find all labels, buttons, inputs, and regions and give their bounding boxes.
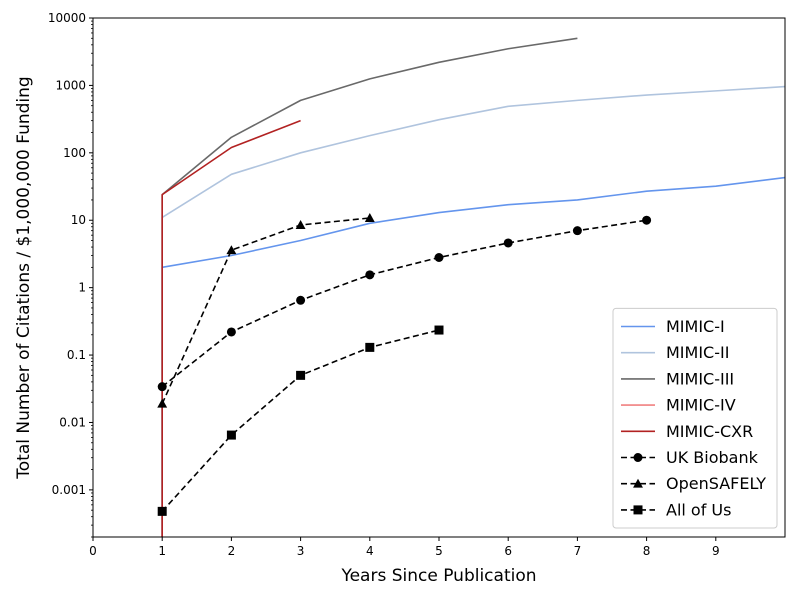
data-point-opensafely (226, 245, 237, 255)
x-tick-label: 3 (297, 544, 305, 558)
legend-box (612, 307, 778, 529)
data-point-opensafely (364, 213, 375, 222)
legend-entry-mimic-ii: MIMIC-II (621, 343, 729, 362)
data-point-all-of-us (226, 430, 236, 440)
data-point-all-of-us (296, 370, 306, 380)
series-layer (157, 37, 785, 537)
x-tick-label: 4 (366, 544, 374, 558)
legend-marker (633, 478, 643, 488)
series-line-opensafely (161, 217, 370, 405)
data-point-all-of-us (434, 325, 444, 335)
data-point-uk-biobank (642, 215, 652, 225)
series-mimic-ii (161, 85, 785, 537)
legend-label: MIMIC-III (666, 369, 734, 388)
legend-entry-uk-biobank: UK Biobank (621, 448, 759, 467)
series-uk-biobank (157, 215, 652, 392)
series-line-all-of-us (161, 329, 440, 512)
data-point-all-of-us (157, 506, 167, 516)
series-all-of-us (157, 325, 444, 516)
y-tick-label: 1 (78, 281, 86, 295)
legend-entry-mimic-cxr: MIMIC-CXR (621, 422, 753, 441)
axes-layer: 0 1 2 3 4 5 6 7 8 9 0.001 0.01 0.1 1 10 100 1000 10000 (48, 11, 786, 558)
series-mimic-i (161, 176, 785, 537)
y-tick-label: 0.1 (67, 348, 86, 362)
y-axis-title: Total Number of Citations / $1,000,000 F… (14, 76, 34, 479)
legend-label: MIMIC-I (666, 317, 725, 336)
y-tick-label: 10000 (48, 11, 86, 25)
x-tick-label: 5 (435, 544, 443, 558)
x-axis-title: Years Since Publication (340, 566, 536, 586)
data-point-uk-biobank (503, 238, 513, 248)
legend-entry-mimic-iv: MIMIC-IV (621, 396, 736, 415)
data-point-uk-biobank (365, 270, 375, 280)
y-tick-label: 0.01 (59, 415, 86, 429)
data-point-opensafely (157, 398, 168, 408)
x-tick-label: 6 (504, 544, 512, 558)
y-tick-label: 0.001 (52, 483, 86, 497)
y-tick-label: 1000 (55, 78, 86, 92)
data-point-uk-biobank (157, 382, 167, 392)
series-line-mimic-ii (161, 85, 785, 537)
legend-label: MIMIC-IV (666, 396, 736, 415)
data-point-opensafely (295, 220, 306, 229)
legend-label: OpenSAFELY (666, 474, 766, 493)
series-line-mimic-cxr (161, 119, 301, 537)
legend-marker (633, 505, 643, 515)
legend-entry-all-of-us: All of Us (621, 500, 731, 519)
data-point-all-of-us (365, 342, 375, 352)
legend: MIMIC-I MIMIC-II MIMIC-III MIMIC-IV MIMIC-CX… (612, 307, 778, 529)
legend-marker (633, 453, 643, 462)
series-line-uk-biobank (161, 219, 647, 388)
x-tick-label: 1 (158, 544, 166, 558)
legend-label: All of Us (666, 500, 731, 519)
legend-label: MIMIC-CXR (666, 422, 753, 441)
y-tick-label: 10 (71, 213, 86, 227)
legend-entry-mimic-i: MIMIC-I (621, 317, 725, 336)
series-line-mimic-iii (161, 37, 578, 537)
data-point-uk-biobank (572, 226, 582, 236)
data-point-uk-biobank (296, 295, 306, 305)
data-point-uk-biobank (434, 253, 444, 263)
legend-label: MIMIC-II (666, 343, 729, 362)
series-mimic-cxr (161, 119, 301, 537)
data-point-uk-biobank (226, 327, 236, 337)
legend-label: UK Biobank (666, 448, 759, 467)
series-mimic-iii (161, 37, 578, 537)
legend-entry-mimic-iii: MIMIC-III (621, 369, 734, 388)
series-opensafely (157, 213, 375, 408)
x-tick-label: 9 (712, 544, 720, 558)
x-tick-label: 0 (89, 544, 97, 558)
x-tick-label: 8 (643, 544, 651, 558)
y-tick-label: 100 (63, 146, 86, 160)
legend-entry-opensafely: OpenSAFELY (621, 474, 766, 493)
x-tick-label: 7 (574, 544, 582, 558)
series-line-mimic-i (161, 176, 785, 537)
x-tick-label: 2 (228, 544, 236, 558)
